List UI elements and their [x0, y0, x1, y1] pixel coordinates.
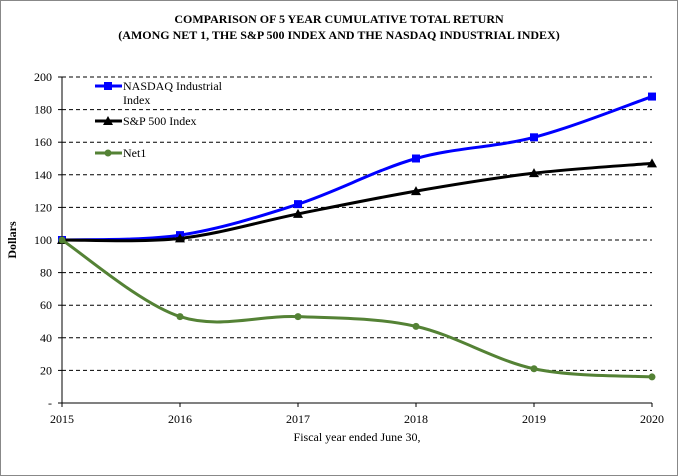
series-line [61, 95, 653, 242]
series-net1 [58, 236, 656, 381]
legend-item: Net1 [95, 146, 146, 160]
legend-item: S&P 500 Index [95, 114, 197, 128]
x-tick-label: 2017 [286, 412, 310, 426]
y-tick-label: 120 [34, 200, 52, 214]
x-tick-label: 2020 [640, 412, 664, 426]
data-point-circle [412, 322, 420, 330]
data-point-circle [104, 149, 112, 157]
data-point-circle [648, 373, 656, 381]
data-point-triangle [293, 208, 303, 218]
data-point-triangle [103, 116, 113, 125]
y-tick-label: - [48, 396, 52, 410]
data-point-circle [176, 313, 184, 321]
legend-label: Net1 [123, 146, 146, 160]
chart-title: COMPARISON OF 5 YEAR CUMULATIVE TOTAL RE… [174, 12, 504, 26]
x-tick-label: 2019 [522, 412, 546, 426]
data-point-square [530, 133, 538, 142]
legend-label: Index [123, 93, 150, 107]
y-tick-label: 80 [40, 266, 52, 280]
data-point-circle [294, 313, 302, 321]
y-axis-label: Dollars [5, 221, 19, 259]
y-tick-label: 180 [34, 103, 52, 117]
legend-label: S&P 500 Index [123, 114, 197, 128]
y-tick-label: 60 [40, 298, 52, 312]
y-tick-label: 40 [40, 331, 52, 345]
x-tick-label: 2016 [168, 412, 192, 426]
series-line [61, 238, 653, 379]
y-tick-label: 140 [34, 168, 52, 182]
data-point-triangle [529, 168, 539, 178]
x-axis-label: Fiscal year ended June 30, [294, 430, 421, 444]
data-point-circle [530, 365, 538, 373]
data-point-triangle [175, 233, 185, 243]
data-point-square [104, 82, 112, 90]
chart-subtitle: (AMONG NET 1, THE S&P 500 INDEX AND THE … [118, 28, 560, 42]
data-point-triangle [411, 186, 421, 196]
y-tick-label: 160 [34, 135, 52, 149]
data-point-square [412, 154, 420, 163]
y-tick-label: 20 [40, 363, 52, 377]
x-tick-label: 2015 [50, 412, 74, 426]
data-point-square [648, 92, 656, 101]
data-point-triangle [647, 158, 657, 168]
x-tick-label: 2018 [404, 412, 428, 426]
series-line [61, 161, 653, 243]
data-point-circle [58, 236, 66, 244]
series-s-p-500-index [57, 158, 657, 244]
legend-label: NASDAQ Industrial [123, 79, 223, 93]
y-tick-label: 200 [34, 70, 52, 84]
data-point-square [294, 200, 302, 209]
y-tick-label: 100 [34, 233, 52, 247]
